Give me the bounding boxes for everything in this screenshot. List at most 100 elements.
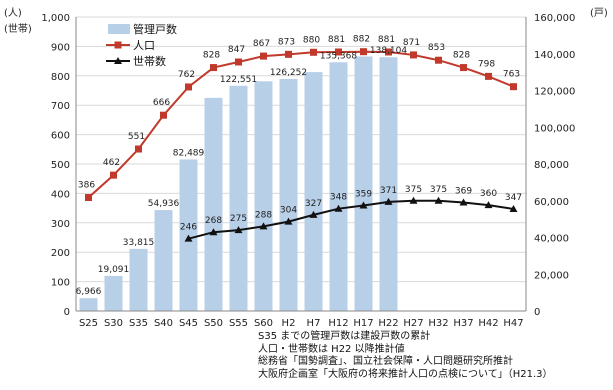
households-marker — [384, 197, 393, 205]
note-line-1: S35 までの管理戸数は建設戸数の累計 — [258, 331, 431, 342]
population-data-label: 762 — [178, 70, 195, 80]
population-marker — [260, 52, 267, 60]
x-tick-label: H12 — [328, 318, 348, 329]
households-marker — [309, 210, 318, 218]
population-data-label: 871 — [403, 38, 420, 48]
x-tick-label: S40 — [154, 318, 173, 329]
households-data-label: 268 — [205, 216, 222, 226]
legend-label-population: 人口 — [133, 39, 155, 52]
households-marker — [484, 201, 493, 209]
x-tick-label: S55 — [229, 318, 248, 329]
bar-data-label: 122,551 — [220, 75, 257, 85]
bar-data-label: 33,815 — [123, 238, 155, 248]
bar — [329, 62, 348, 312]
legend-marker-households — [114, 57, 122, 64]
right-tick-label: 120,000 — [534, 87, 575, 98]
left-tick-label: 300 — [51, 219, 70, 230]
x-tick-label: H2 — [282, 318, 296, 329]
legend-swatch-bar — [108, 24, 130, 34]
bar — [204, 97, 223, 311]
data-labels: 6,966 19,091 33,815 54,936 82,489 122,551 126,… — [76, 35, 522, 298]
right-tick-label: 40,000 — [534, 234, 569, 245]
axes: 0 100 200 300 400 500 600 700 800 900 1,000 0 20,000… — [41, 13, 575, 329]
population-marker — [185, 83, 192, 91]
x-tick-label: H22 — [378, 318, 398, 329]
households-line — [188, 199, 514, 240]
population-marker — [385, 48, 392, 56]
population-data-label: 881 — [378, 35, 395, 45]
households-marker — [434, 196, 443, 204]
left-tick-label: 400 — [51, 189, 70, 200]
population-data-label: 386 — [78, 181, 95, 191]
left-tick-label: 800 — [51, 72, 70, 83]
note-line-3: 総務省「国勢調査」、国立社会保障・人口問題研究所推計 — [258, 356, 513, 368]
x-tick-label: H37 — [453, 318, 473, 329]
population-marker — [510, 83, 517, 91]
left-tick-label: 0 — [64, 307, 70, 318]
x-tick-label: H47 — [503, 318, 523, 329]
bar — [354, 56, 373, 311]
right-tick-label: 160,000 — [534, 13, 575, 24]
x-tick-label: S45 — [179, 318, 198, 329]
bar-data-label: 54,936 — [148, 199, 180, 209]
right-tick-label: 80,000 — [534, 160, 569, 171]
bar — [254, 81, 273, 311]
population-data-label: 881 — [328, 35, 345, 45]
households-marker — [509, 204, 518, 212]
households-marker — [459, 198, 468, 206]
population-data-label: 798 — [478, 59, 495, 69]
population-marker — [85, 194, 92, 202]
households-marker — [359, 201, 368, 209]
grid-lines — [76, 16, 526, 283]
bar — [79, 298, 98, 311]
x-tick-label: H7 — [307, 318, 321, 329]
right-tick-label: 20,000 — [534, 270, 569, 281]
bar — [304, 72, 323, 311]
households-marker — [409, 196, 418, 204]
households-marker — [334, 204, 343, 212]
x-tick-label: H32 — [428, 318, 448, 329]
households-data-label: 348 — [330, 193, 347, 203]
households-data-label: 288 — [255, 210, 272, 220]
legend-marker-population — [114, 41, 122, 49]
x-tick-label: H27 — [403, 318, 423, 329]
population-marker — [235, 58, 242, 66]
households-data-label: 347 — [505, 193, 522, 203]
households-marker — [184, 234, 193, 242]
x-tick-label: S30 — [104, 318, 123, 329]
households-marker — [284, 217, 293, 225]
population-marker — [135, 145, 142, 153]
population-data-label: 882 — [353, 35, 370, 45]
bar — [154, 210, 173, 311]
households-data-label: 327 — [305, 199, 322, 209]
x-tick-label: S50 — [204, 318, 223, 329]
population-marker — [110, 171, 117, 179]
households-data-label: 375 — [430, 185, 447, 195]
households-data-label: 360 — [480, 189, 497, 199]
bar — [129, 248, 148, 311]
population-marker — [460, 64, 467, 72]
households-data-label: 275 — [230, 214, 247, 224]
bar — [229, 85, 248, 312]
left-tick-label: 700 — [51, 101, 70, 112]
population-marker — [285, 50, 292, 58]
population-data-label: 551 — [128, 132, 145, 142]
chart-notes: S35 までの管理戸数は建設戸数の累計 人口・世帯数は H22 以降推計値 総務… — [258, 331, 553, 381]
population-data-label: 828 — [203, 51, 220, 61]
left-tick-label: 600 — [51, 131, 70, 142]
bar-data-label: 135,368 — [320, 51, 357, 61]
bar-series-households-managed — [79, 56, 398, 312]
population-data-label: 853 — [428, 43, 445, 53]
legend-label-households: 世帯数 — [133, 55, 166, 68]
bar-data-label: 82,489 — [173, 148, 205, 158]
x-tick-label: H17 — [353, 318, 373, 329]
bar — [379, 57, 398, 311]
households-data-label: 359 — [355, 189, 372, 199]
population-marker — [210, 64, 217, 72]
right-tick-label: 0 — [534, 307, 540, 318]
population-marker — [335, 48, 342, 56]
population-marker — [435, 56, 442, 64]
population-data-label: 880 — [303, 35, 320, 45]
left-tick-label: 200 — [51, 248, 70, 259]
